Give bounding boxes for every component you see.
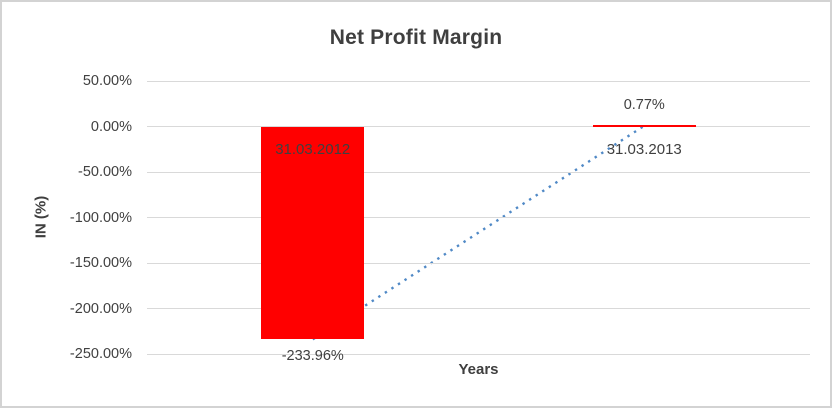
y-tick-label: 50.00% xyxy=(82,73,132,89)
plot-area xyxy=(147,80,810,355)
category-label: 31.03.2012 xyxy=(275,140,351,158)
x-axis-title: Years xyxy=(458,361,499,378)
y-tick-label: -100.00% xyxy=(69,209,132,226)
gridline xyxy=(147,262,810,264)
y-tick-label: -200.00% xyxy=(69,300,132,317)
gridline xyxy=(147,353,810,355)
gridline xyxy=(147,126,810,127)
y-tick-label: -50.00% xyxy=(77,164,132,180)
chart-title: Net Profit Margin xyxy=(329,26,503,49)
gridline xyxy=(147,171,810,173)
y-tick-label: 0.00% xyxy=(90,118,132,135)
gridline xyxy=(147,80,810,82)
gridline xyxy=(147,308,810,309)
bar-31.03.2013[interactable] xyxy=(592,124,696,127)
trendline[interactable] xyxy=(312,124,645,341)
data-label: 0.77% xyxy=(623,96,665,113)
category-label: 31.03.2013 xyxy=(606,140,682,158)
gridline xyxy=(147,217,810,218)
y-tick-label: -250.00% xyxy=(69,346,132,362)
data-label: -233.96% xyxy=(281,348,344,365)
y-tick-label: -150.00% xyxy=(69,255,132,271)
bar-31.03.2012[interactable] xyxy=(261,126,365,340)
trendline-layer xyxy=(312,124,645,341)
